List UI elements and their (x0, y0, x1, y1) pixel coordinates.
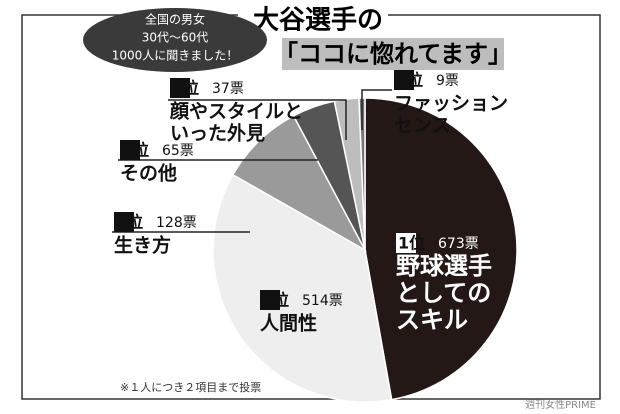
rank-label: 1位 (398, 234, 425, 253)
rank-box (114, 212, 134, 232)
leader-line (168, 99, 347, 140)
category-label: センス (394, 115, 451, 137)
pie-slice (364, 97, 518, 401)
category-label: 生き方 (114, 234, 171, 257)
category-label: スキル (396, 306, 468, 334)
note-bubble (83, 8, 267, 72)
chart-subtitle: 「ココに惚れてます」 (274, 40, 512, 68)
value-label: 673票 (438, 236, 479, 252)
value-label: 128票 (156, 215, 197, 231)
category-label: ファッション (394, 93, 508, 115)
rank-label: 2位 (262, 291, 289, 310)
title-backdrop (238, 2, 388, 36)
category-label: 顔やスタイルと (169, 100, 303, 123)
footnote: ※１人につき２項目まで投票 (120, 380, 261, 394)
rank-label: 4位 (122, 141, 149, 160)
pie (212, 97, 518, 403)
category-label: としての (396, 279, 491, 307)
rank-label: 6位 (396, 71, 423, 90)
pie-slice (231, 114, 367, 252)
survey-note: 1000人に聞きました！ (112, 49, 239, 63)
survey-note: 全国の男女 (145, 12, 205, 27)
rank-box (120, 140, 140, 160)
value-label: 37票 (212, 81, 244, 97)
category-label: 野球選手 (396, 252, 492, 280)
rank-box (260, 290, 280, 310)
value-label: 9票 (436, 73, 459, 89)
category-label: いった外見 (170, 122, 265, 145)
chart-title: 大谷選手の (253, 6, 383, 36)
rank-box (396, 233, 416, 253)
rank-box (170, 78, 190, 98)
value-label: 65票 (162, 143, 194, 159)
credit: 週刊女性PRIME (525, 398, 596, 411)
subtitle-box (282, 38, 504, 70)
value-label: 514票 (302, 293, 343, 309)
leader-line (361, 89, 392, 130)
rank-label: 3位 (116, 213, 143, 232)
pie-slice (212, 173, 393, 403)
category-label: 人間性 (260, 312, 317, 335)
rank-label: 5位 (172, 79, 199, 98)
category-label: その他 (120, 162, 177, 185)
rank-box (394, 70, 414, 90)
survey-note: 30代〜60代 (142, 31, 209, 45)
